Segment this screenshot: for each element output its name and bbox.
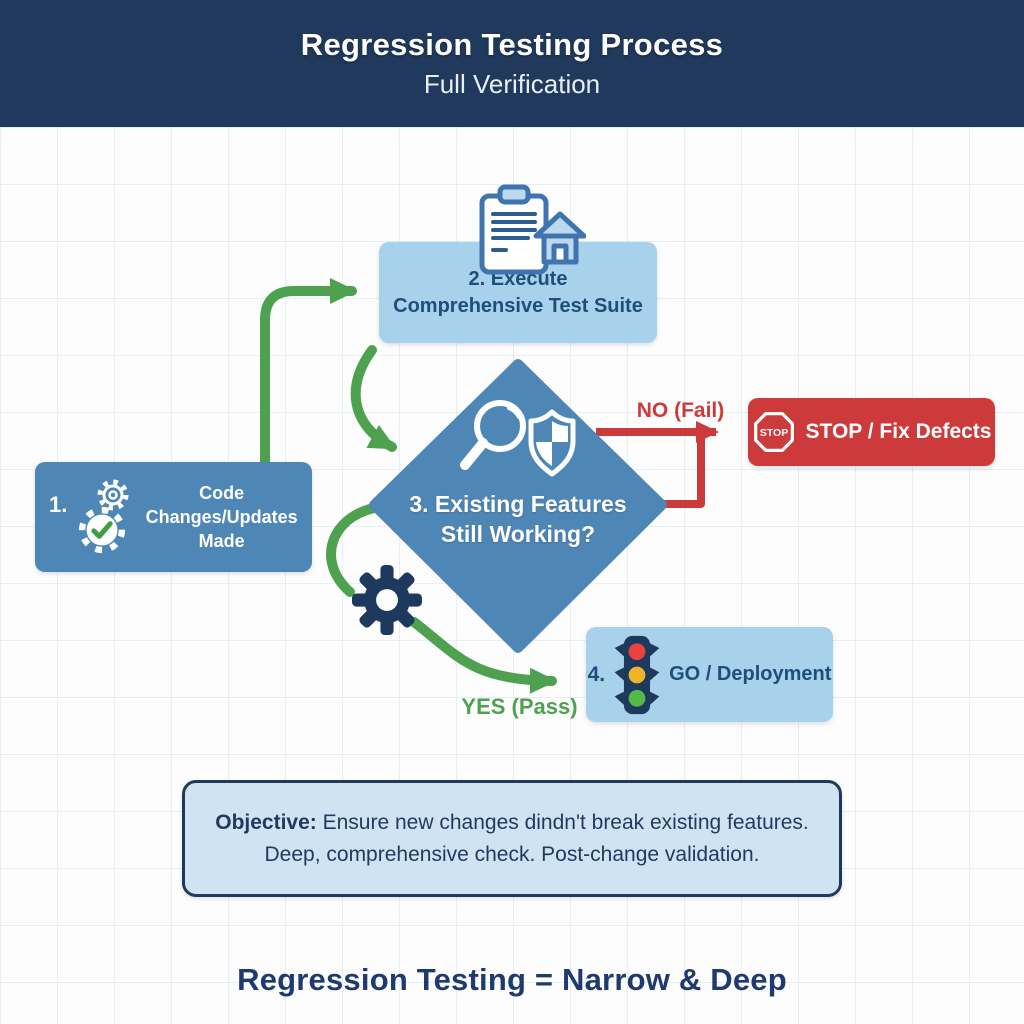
decision-existing-features: 3. Existing Features Still Working? [402, 396, 634, 550]
decision-label: 3. Existing Features Still Working? [409, 491, 627, 547]
magnifier-shield-icon [460, 400, 576, 477]
edge-decision-no-loop [658, 429, 705, 508]
edge-decision-to-gear [326, 503, 379, 597]
stop-fix-defects: STOP STOP / Fix Defects [748, 398, 995, 466]
header-banner: Regression Testing Process Full Verifica… [0, 0, 1024, 127]
clipboard-house-icon [479, 184, 586, 275]
objective-label: Objective: [215, 811, 317, 834]
branch-label-yes: YES (Pass) [461, 694, 578, 719]
step1-code-changes: 1. Code Changes/Updates Made [35, 462, 312, 572]
page-title: Regression Testing Process [300, 27, 724, 62]
gear-check-icon [79, 506, 126, 554]
objective-callout: Objective: Ensure new changes dindn't br… [182, 780, 842, 897]
traffic-light-icon [614, 635, 660, 714]
go-number: 4. [587, 662, 606, 686]
arrow-step2-to-decision [350, 345, 397, 452]
go-label: GO / Deployment [669, 663, 832, 685]
go-deployment: 4. GO / Deployment [586, 627, 833, 722]
step1-number: 1. [49, 492, 68, 517]
stop-sign-text: STOP [759, 427, 787, 439]
page-subtitle: Full Verification [423, 69, 601, 99]
arrow-gear-to-go [409, 617, 557, 694]
gear-outline-icon [97, 479, 129, 511]
footer-title: Regression Testing = Narrow & Deep [237, 962, 787, 997]
stop-sign-icon: STOP [753, 412, 794, 452]
gear-icon [352, 565, 422, 635]
decision-diamond-shape [369, 359, 667, 653]
arrow-step1-to-step2 [260, 278, 357, 471]
branch-label-no: NO (Fail) [636, 399, 725, 422]
step1-label: Code Changes/Updates Made [145, 482, 298, 552]
objective-text: Objective: Ensure new changes dindn't br… [215, 811, 809, 866]
stop-label: STOP / Fix Defects [805, 420, 992, 443]
